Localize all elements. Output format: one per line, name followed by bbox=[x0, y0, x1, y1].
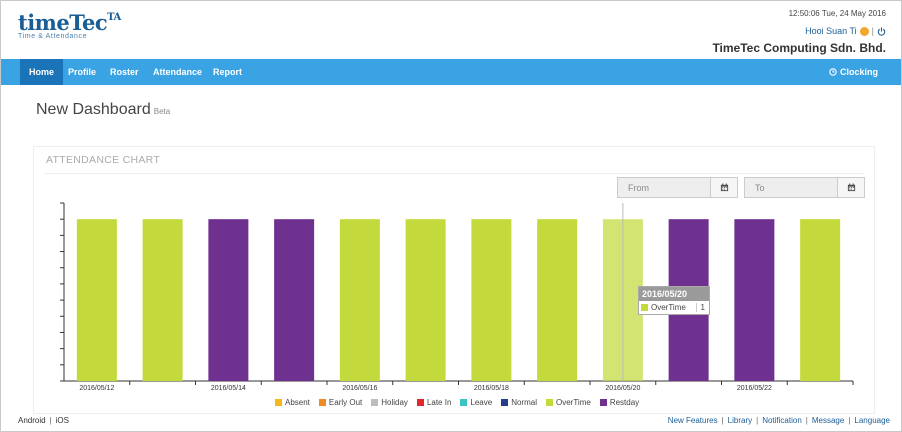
x-tick-label: 2016/05/20 bbox=[605, 385, 640, 392]
chart-bar bbox=[339, 219, 380, 381]
from-date-field[interactable]: From bbox=[617, 177, 738, 198]
user-name-link[interactable]: Hooi Suan Ti bbox=[805, 26, 857, 36]
legend-item[interactable]: Leave bbox=[460, 398, 492, 407]
chart-bar bbox=[76, 219, 117, 381]
tooltip-row: OverTime 1 bbox=[639, 301, 709, 314]
x-tick-label: 2016/05/18 bbox=[474, 385, 509, 392]
nav-report[interactable]: Report bbox=[213, 67, 242, 77]
page-title: New Dashboard Beta bbox=[36, 101, 170, 119]
legend-label: Restday bbox=[609, 398, 640, 407]
separator: | bbox=[871, 26, 874, 36]
chart-bar bbox=[405, 219, 446, 381]
footer-apps: Android | iOS bbox=[18, 416, 69, 425]
footer-links: New Features | Library | Notification | Messag… bbox=[668, 416, 890, 425]
chart-bar bbox=[800, 219, 841, 381]
legend-label: Early Out bbox=[328, 398, 363, 407]
clocking-label: Clocking bbox=[839, 67, 878, 77]
footer-link-android[interactable]: Android bbox=[18, 416, 46, 425]
x-tick-label: 2016/05/14 bbox=[211, 385, 246, 392]
legend-swatch bbox=[460, 399, 468, 406]
calendar-icon bbox=[847, 183, 855, 192]
user-settings-icon[interactable] bbox=[859, 26, 869, 36]
card-title: ATTENDANCE CHART bbox=[46, 154, 161, 166]
chart-bar bbox=[734, 219, 775, 381]
nav-home[interactable]: Home bbox=[20, 59, 64, 85]
x-tick-label: 2016/05/12 bbox=[79, 385, 114, 392]
legend-label: Late In bbox=[426, 398, 452, 407]
legend-label: Absent bbox=[285, 398, 310, 407]
logo-subtitle: Time & Attendance bbox=[18, 33, 88, 40]
to-date-field[interactable]: To bbox=[744, 177, 865, 198]
chart-bar bbox=[208, 219, 249, 381]
legend-label: Holiday bbox=[381, 398, 408, 407]
legend-item[interactable]: Early Out bbox=[318, 398, 363, 407]
legend-item[interactable]: Holiday bbox=[371, 398, 408, 407]
from-placeholder: From bbox=[628, 183, 649, 193]
separator: | bbox=[805, 416, 808, 425]
legend-label: Leave bbox=[470, 398, 493, 407]
current-datetime: 12:50:06 Tue, 24 May 2016 bbox=[788, 9, 886, 18]
tooltip-swatch bbox=[641, 304, 648, 311]
card-divider bbox=[44, 173, 864, 174]
separator: | bbox=[721, 416, 724, 425]
chart-tooltip: 2016/05/20 OverTime 1 bbox=[638, 286, 710, 315]
tooltip-date: 2016/05/20 bbox=[639, 287, 709, 301]
calendar-icon bbox=[720, 183, 728, 192]
legend-item[interactable]: Absent bbox=[275, 398, 310, 407]
to-placeholder: To bbox=[755, 183, 765, 193]
legend-swatch bbox=[599, 399, 607, 406]
clocking-button[interactable]: Clocking bbox=[829, 59, 878, 85]
legend-swatch bbox=[275, 399, 282, 406]
from-calendar-button[interactable] bbox=[710, 178, 737, 197]
timetec-logo[interactable]: timeTecTA Time & Attendance bbox=[18, 10, 121, 40]
chart-bar bbox=[274, 219, 315, 381]
legend-item[interactable]: OverTime bbox=[545, 398, 591, 407]
legend-item[interactable]: Restday bbox=[599, 398, 640, 407]
x-tick-label: 2016/05/16 bbox=[342, 385, 377, 392]
chart-bar bbox=[471, 219, 512, 381]
nav-roster[interactable]: Roster bbox=[110, 67, 139, 77]
chart-bar bbox=[537, 219, 578, 381]
footer-link-notification[interactable]: Notification bbox=[762, 416, 802, 425]
legend-label: Normal bbox=[511, 398, 537, 407]
user-info: Hooi Suan Ti | bbox=[805, 26, 886, 36]
nav-profile[interactable]: Profile bbox=[68, 67, 97, 77]
logo-text: timeTec bbox=[18, 10, 108, 35]
clock-icon bbox=[829, 68, 838, 76]
legend-label: OverTime bbox=[555, 398, 591, 407]
main-navbar: Home Profile Roster Attendance Report Cl… bbox=[1, 59, 901, 85]
footer-link-new-features[interactable]: New Features bbox=[667, 416, 718, 425]
separator: | bbox=[756, 416, 759, 425]
tooltip-label: OverTime bbox=[651, 303, 686, 312]
chart-bar bbox=[142, 219, 183, 381]
company-name: TimeTec Computing Sdn. Bhd. bbox=[712, 41, 886, 55]
nav-attendance[interactable]: Attendance bbox=[153, 67, 203, 77]
footer-link-ios[interactable]: iOS bbox=[55, 416, 69, 425]
beta-badge: Beta bbox=[153, 107, 171, 116]
footer-link-language[interactable]: Language bbox=[854, 416, 890, 425]
legend-swatch bbox=[545, 399, 553, 406]
legend-swatch bbox=[416, 399, 424, 406]
power-icon[interactable] bbox=[877, 26, 886, 36]
to-calendar-button[interactable] bbox=[837, 178, 864, 197]
footer-link-message[interactable]: Message bbox=[811, 416, 845, 425]
legend-swatch bbox=[501, 399, 509, 406]
separator: | bbox=[848, 416, 851, 425]
footer-link-library[interactable]: Library bbox=[727, 416, 753, 425]
legend-item[interactable]: Late In bbox=[416, 398, 452, 407]
separator: | bbox=[49, 416, 52, 425]
x-tick-label: 2016/05/22 bbox=[737, 385, 772, 392]
tooltip-value: 1 bbox=[695, 303, 707, 312]
chart-legend: Absent Early Out Holiday Late In Leave Normal… bbox=[275, 398, 639, 407]
logo-ta: TA bbox=[107, 12, 121, 23]
legend-swatch bbox=[371, 399, 379, 406]
legend-item[interactable]: Normal bbox=[501, 398, 537, 407]
legend-swatch bbox=[318, 399, 326, 406]
page-title-text: New Dashboard bbox=[36, 101, 151, 118]
